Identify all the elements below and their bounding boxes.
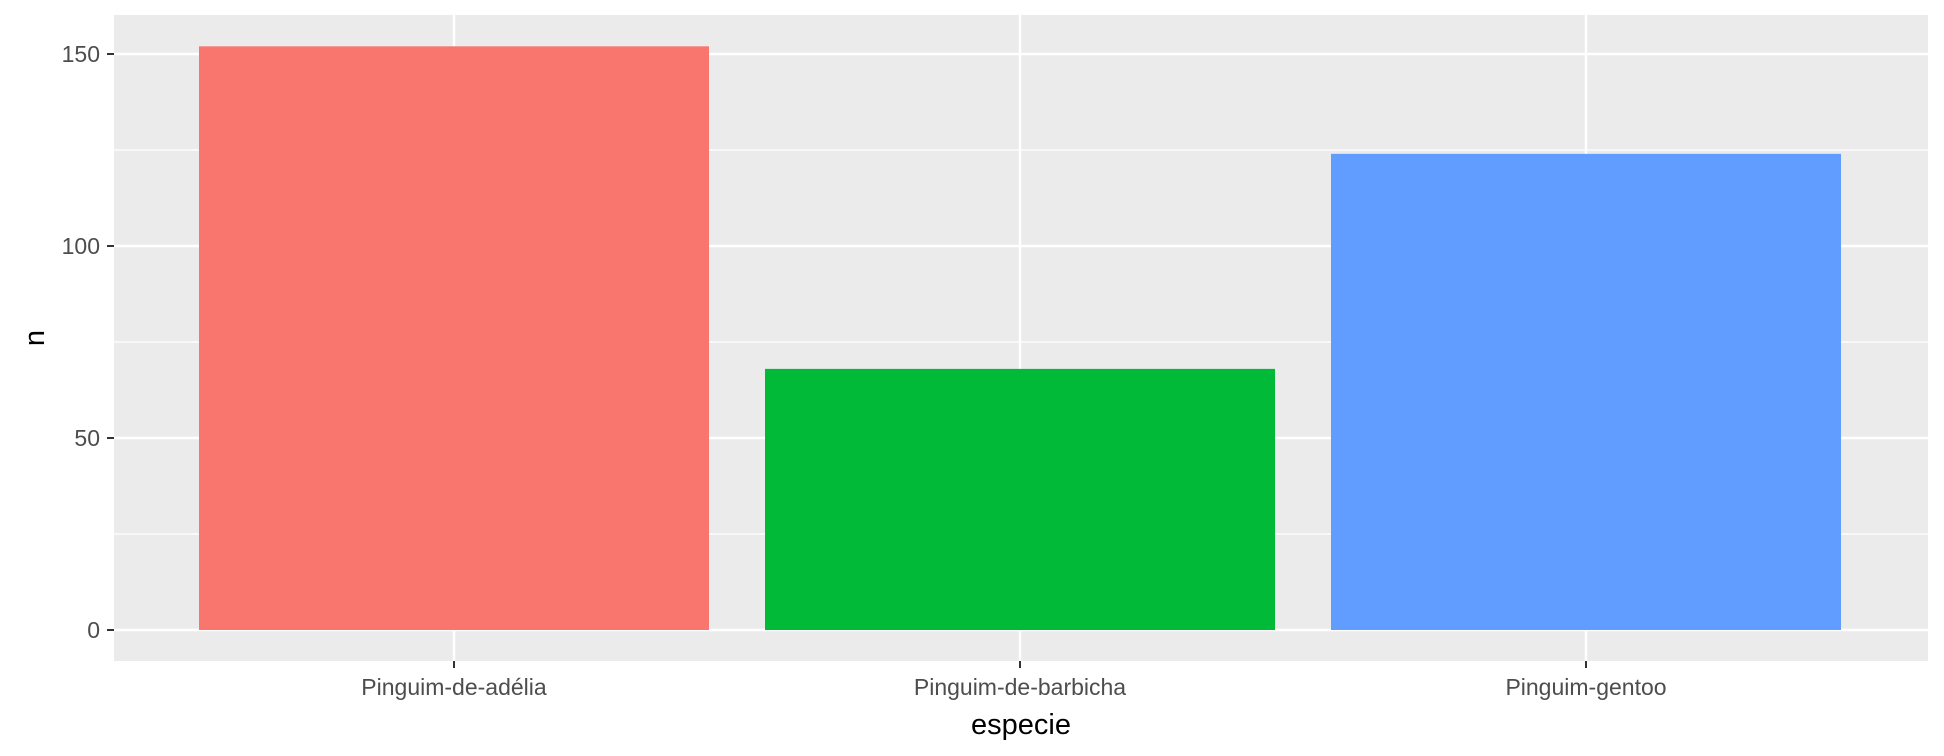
bar-1: [199, 46, 709, 630]
y-axis-title: n: [19, 330, 51, 346]
x-tick-label: Pinguim-gentoo: [1505, 674, 1666, 700]
y-tick-label: 100: [62, 233, 100, 259]
x-axis-title: especie: [971, 709, 1071, 741]
x-tick-label: Pinguim-de-adélia: [361, 674, 547, 700]
y-tick-label: 0: [87, 617, 100, 643]
bars: [199, 46, 1841, 630]
x-tick-label: Pinguim-de-barbicha: [914, 674, 1126, 700]
y-tick-label: 150: [62, 41, 100, 67]
y-tick-label: 50: [74, 425, 100, 451]
bar-2: [765, 368, 1275, 630]
bar-3: [1331, 153, 1841, 630]
axes: 0 50 100 150 Pinguim-de-adélia Pinguim-de-bar…: [62, 41, 1667, 700]
